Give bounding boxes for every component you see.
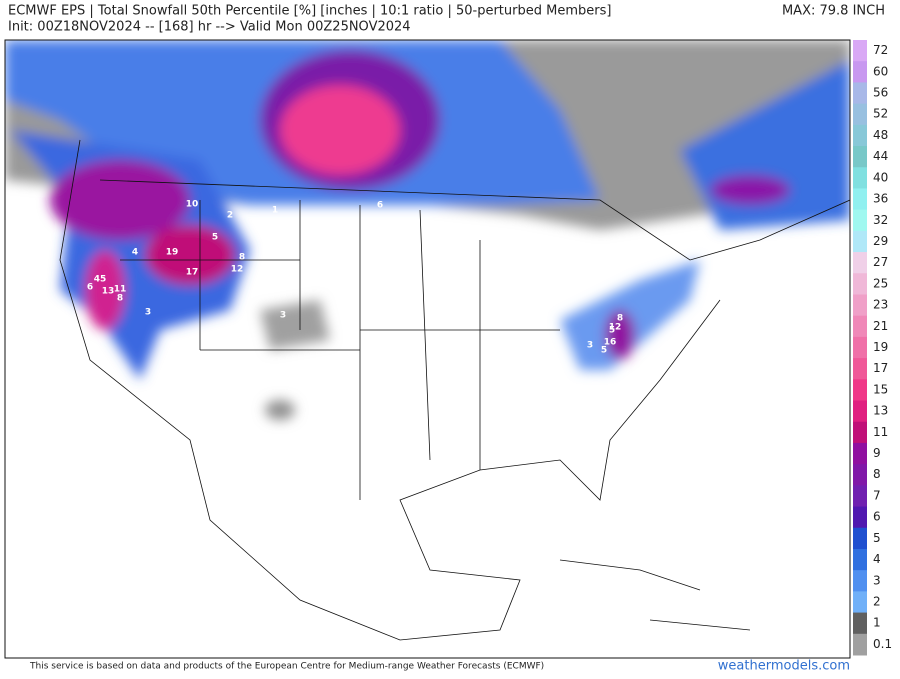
colorbar-label: 19: [873, 340, 888, 354]
subtitle: Init: 00Z18NOV2024 -- [168] hr --> Valid…: [8, 20, 411, 35]
colorbar-label: 23: [873, 298, 888, 312]
map-label: 8: [239, 253, 245, 263]
map-label: 6: [377, 201, 383, 211]
colorbar-swatch: [853, 82, 867, 105]
colorbar-swatch: [853, 230, 867, 253]
colorbar-label: 21: [873, 319, 888, 333]
map-frame: [4, 39, 851, 659]
colorbar-label: 17: [873, 361, 888, 375]
colorbar-label: 40: [873, 170, 888, 184]
colorbar-swatch: [853, 442, 867, 465]
colorbar-swatch: [853, 146, 867, 168]
colorbar-label: 11: [873, 425, 888, 439]
colorbar-label: 8: [873, 467, 881, 481]
colorbar-label: 5: [873, 531, 881, 545]
boundaries: [5, 40, 850, 658]
colorbar-label: 44: [873, 149, 888, 163]
snow-field: [5, 40, 850, 420]
colorbar-swatch: [853, 124, 867, 147]
map-label: 3: [145, 308, 151, 318]
max-value: MAX: 79.8 INCH: [782, 4, 885, 19]
colorbar-label: 29: [873, 234, 888, 248]
colorbar-swatch: [853, 379, 867, 402]
map-label: 5: [212, 233, 218, 243]
map-label: 12: [231, 265, 244, 275]
colorbar-swatch: [853, 421, 867, 444]
colorbar-label: 9: [873, 446, 881, 460]
map-label: 45: [94, 275, 107, 285]
colorbar-label: 3: [873, 573, 881, 587]
map-label: 8: [117, 294, 123, 304]
map-label: 10: [186, 200, 199, 210]
colorbar-swatch: [853, 358, 867, 380]
colorbar-label: 7: [873, 488, 881, 502]
colorbar-swatch: [853, 527, 867, 550]
colorbar-label: 52: [873, 107, 888, 121]
colorbar-swatch: [853, 633, 867, 656]
map-label: 11: [114, 285, 127, 295]
map-label: 17: [186, 268, 199, 278]
map-label: 19: [166, 248, 179, 258]
colorbar-label: 48: [873, 128, 888, 142]
colorbar-label: 36: [873, 192, 888, 206]
colorbar-swatch: [853, 209, 867, 232]
colorbar-label: 13: [873, 404, 888, 418]
colorbar-label: 2: [873, 594, 881, 608]
colorbar-swatch: [853, 273, 867, 295]
colorbar-swatch: [853, 485, 867, 508]
colorbar-swatch: [853, 61, 867, 83]
colorbar-label: 25: [873, 276, 888, 290]
colorbar-label: 4: [873, 552, 881, 566]
map-label: 12: [609, 323, 622, 333]
colorbar-label: 60: [873, 64, 888, 78]
map-label: 5: [609, 326, 615, 336]
colorbar-label: 56: [873, 86, 888, 100]
colorbar-label: 1: [873, 616, 881, 630]
brand: weathermodels.com: [718, 659, 850, 674]
colorbar-label: 32: [873, 213, 888, 227]
map-label: 3: [280, 311, 286, 321]
colorbar-swatch: [853, 294, 867, 317]
colorbar-swatch: [853, 336, 867, 359]
colorbar-swatch: [853, 400, 867, 423]
colorbar-label: 6: [873, 510, 881, 524]
colorbar-swatch: [853, 506, 867, 529]
colorbar-swatch: [853, 612, 867, 635]
colorbar-label: 72: [873, 43, 888, 57]
colorbar-swatch: [853, 167, 867, 189]
map-label: 6: [87, 283, 93, 293]
map-label: 16: [604, 338, 617, 348]
map-label: 8: [617, 314, 623, 324]
map-label: 5: [601, 346, 607, 356]
map-label: 4: [132, 248, 138, 258]
colorbar-swatch: [853, 103, 867, 126]
colorbar-swatch: [853, 464, 867, 486]
colorbar-swatch: [853, 40, 867, 62]
colorbar-label: 15: [873, 382, 888, 396]
title: ECMWF EPS | Total Snowfall 50th Percenti…: [8, 4, 611, 19]
colorbar-swatch: [853, 548, 867, 571]
colorbar-label: 27: [873, 255, 888, 269]
colorbar: 7260565248444036322927252321191715131198…: [853, 40, 892, 656]
map-label: 2: [227, 211, 233, 221]
map-label: 1: [272, 206, 278, 216]
map-label: 3: [587, 341, 593, 351]
colorbar-swatch: [853, 591, 867, 614]
colorbar-swatch: [853, 188, 867, 211]
colorbar-label: 0.1: [873, 637, 892, 651]
map-label: 13: [102, 287, 115, 297]
credit: This service is based on data and produc…: [29, 662, 544, 672]
colorbar-swatch: [853, 570, 867, 592]
colorbar-swatch: [853, 252, 867, 274]
colorbar-swatch: [853, 315, 867, 338]
